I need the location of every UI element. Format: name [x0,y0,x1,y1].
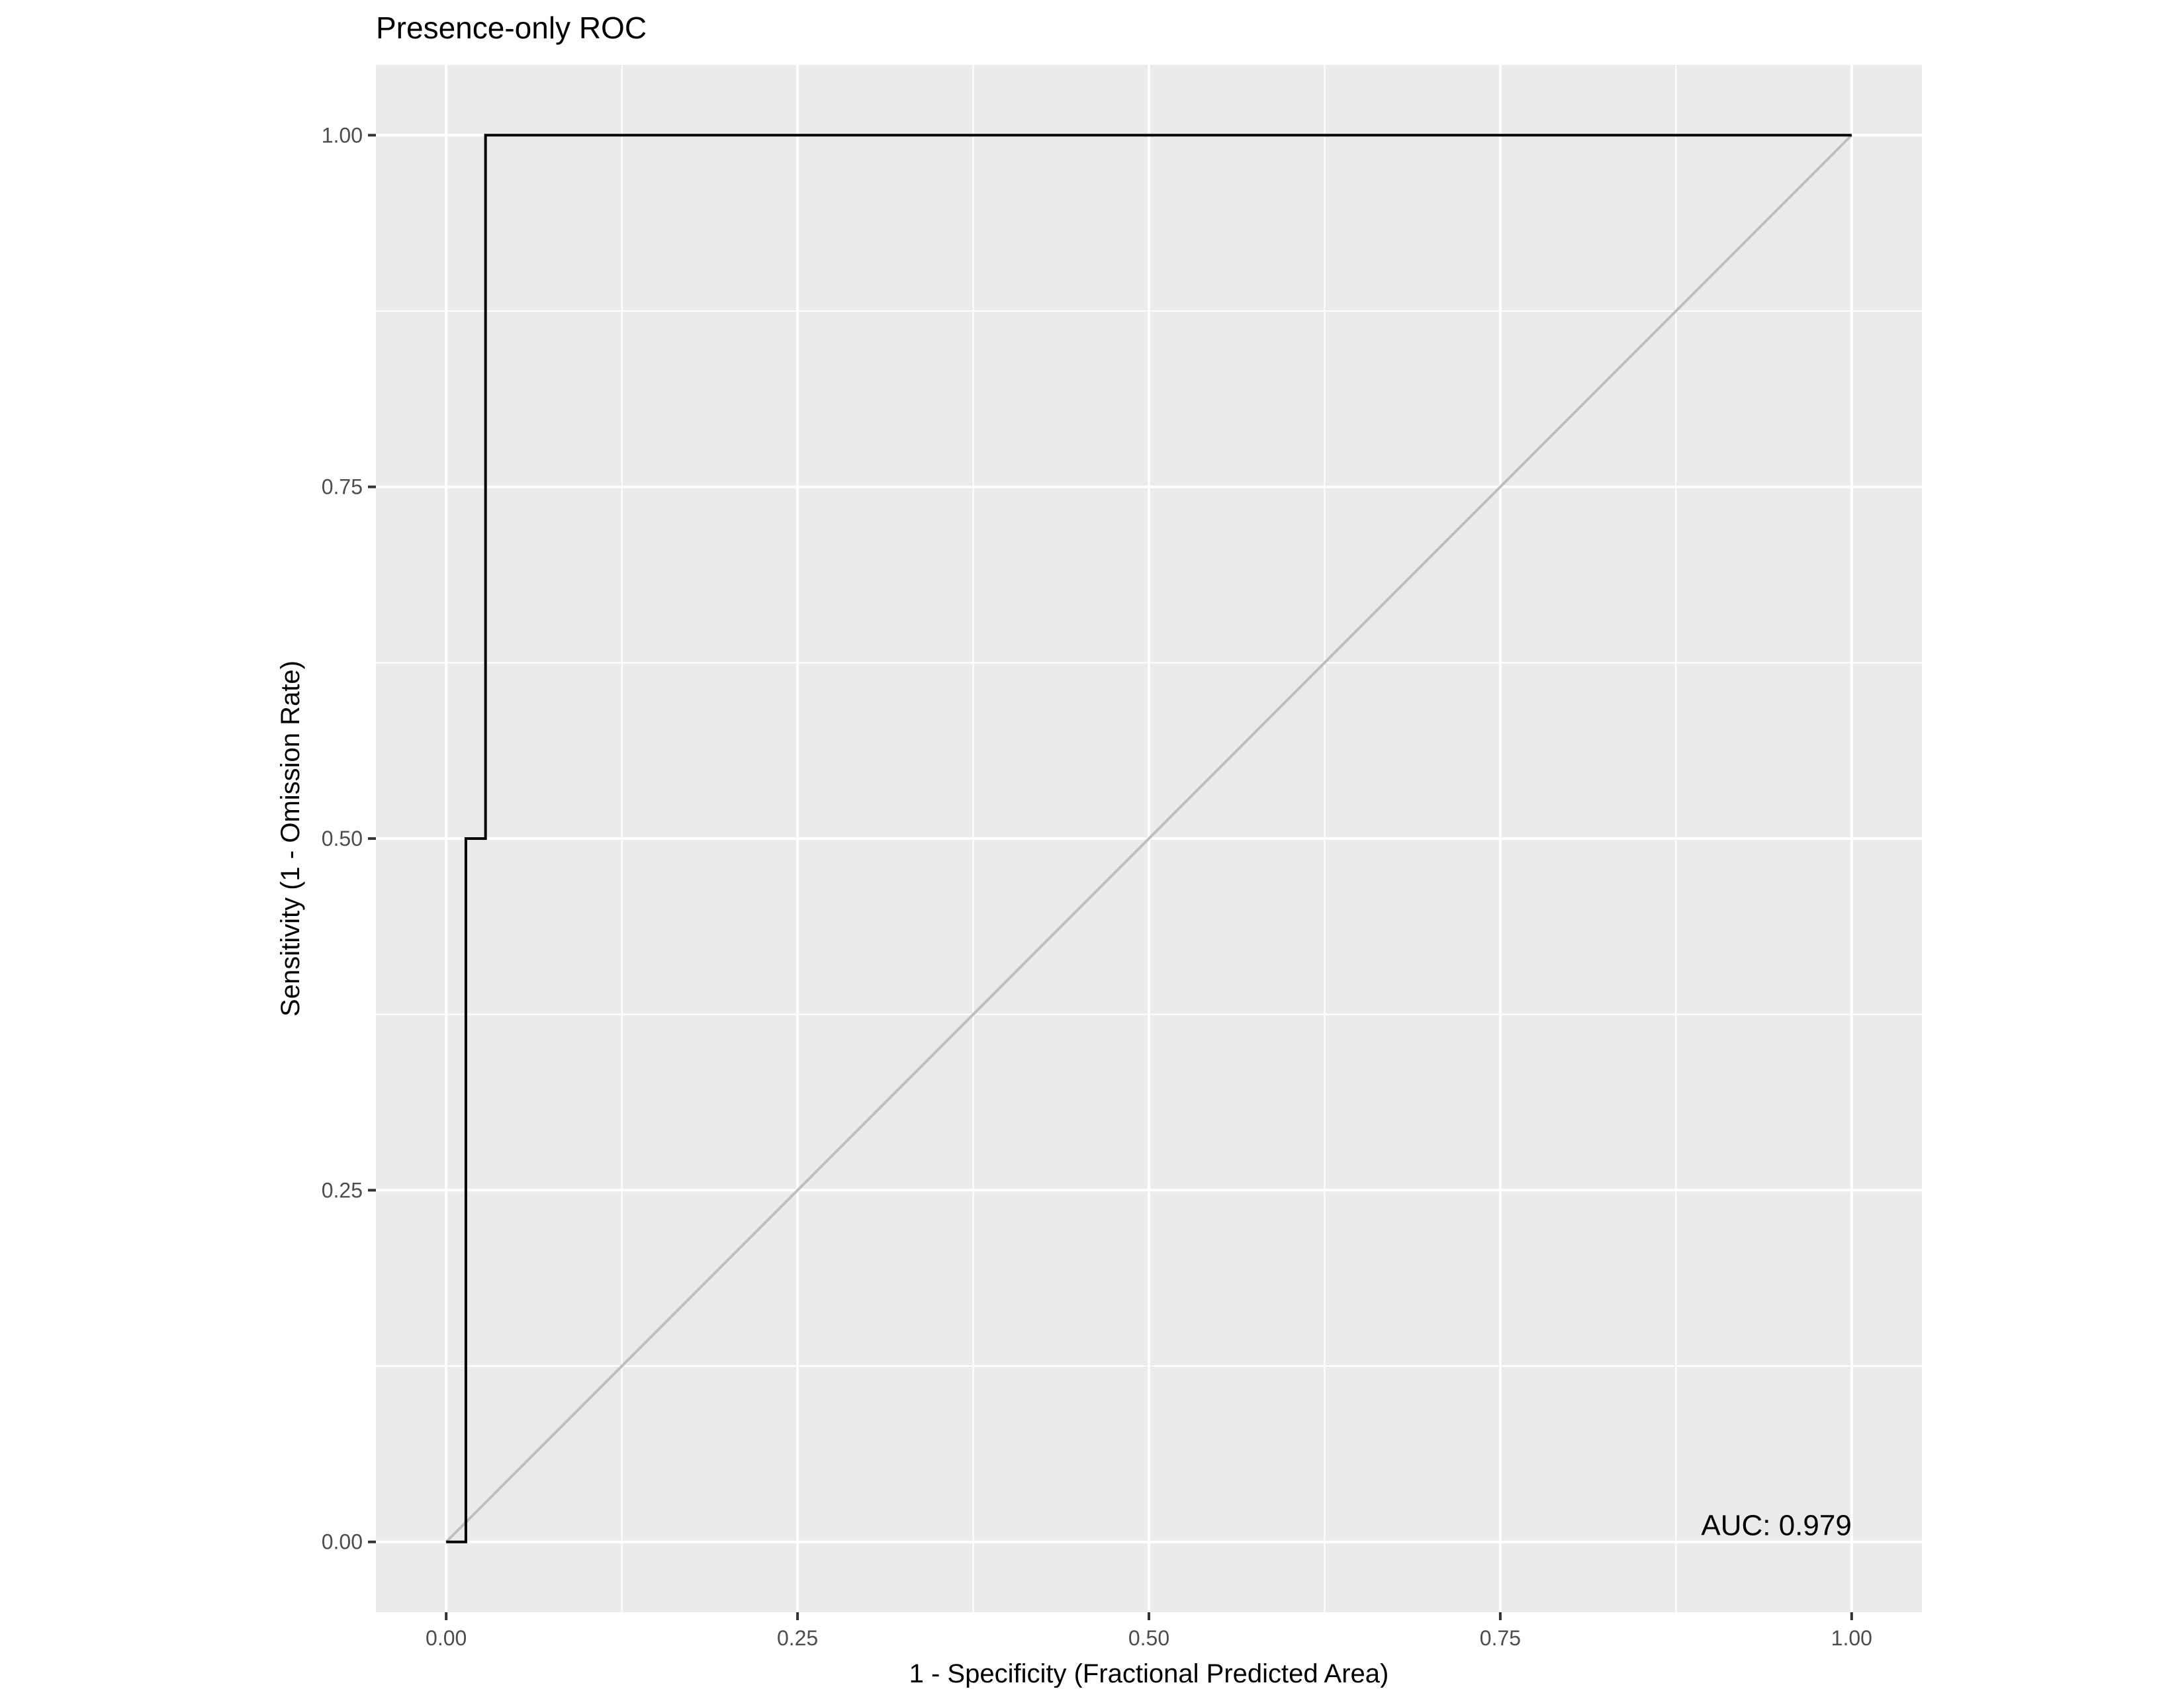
annotation-layer: AUC: 0.979 [1701,1510,1851,1542]
x-tick-label: 1.00 [1831,1626,1872,1650]
x-axis: 0.00 0.25 0.50 0.75 1.00 [426,1612,1872,1650]
x-tick-label: 0.00 [426,1626,467,1650]
x-tick-label: 0.50 [1128,1626,1169,1650]
auc-annotation: AUC: 0.979 [1701,1510,1851,1542]
y-tick-label: 0.00 [322,1530,363,1554]
reference-diagonal-line [445,134,1853,1543]
y-tick-label: 0.50 [322,827,363,850]
x-axis-label: 1 - Specificity (Fractional Predicted Ar… [909,1659,1389,1688]
y-tick-label: 0.25 [322,1178,363,1202]
y-tick-label: 1.00 [322,123,363,147]
x-tick-label: 0.25 [777,1626,818,1650]
chart-title: Presence-only ROC [376,11,647,45]
series-layer [445,134,1853,1543]
y-axis-label: Sensitivity (1 - Omission Rate) [276,661,305,1017]
y-tick-label: 0.75 [322,475,363,499]
x-tick-label: 0.75 [1480,1626,1521,1650]
y-axis: 0.00 0.25 0.50 0.75 1.00 [322,123,376,1554]
roc-curve-line [446,134,1852,1543]
